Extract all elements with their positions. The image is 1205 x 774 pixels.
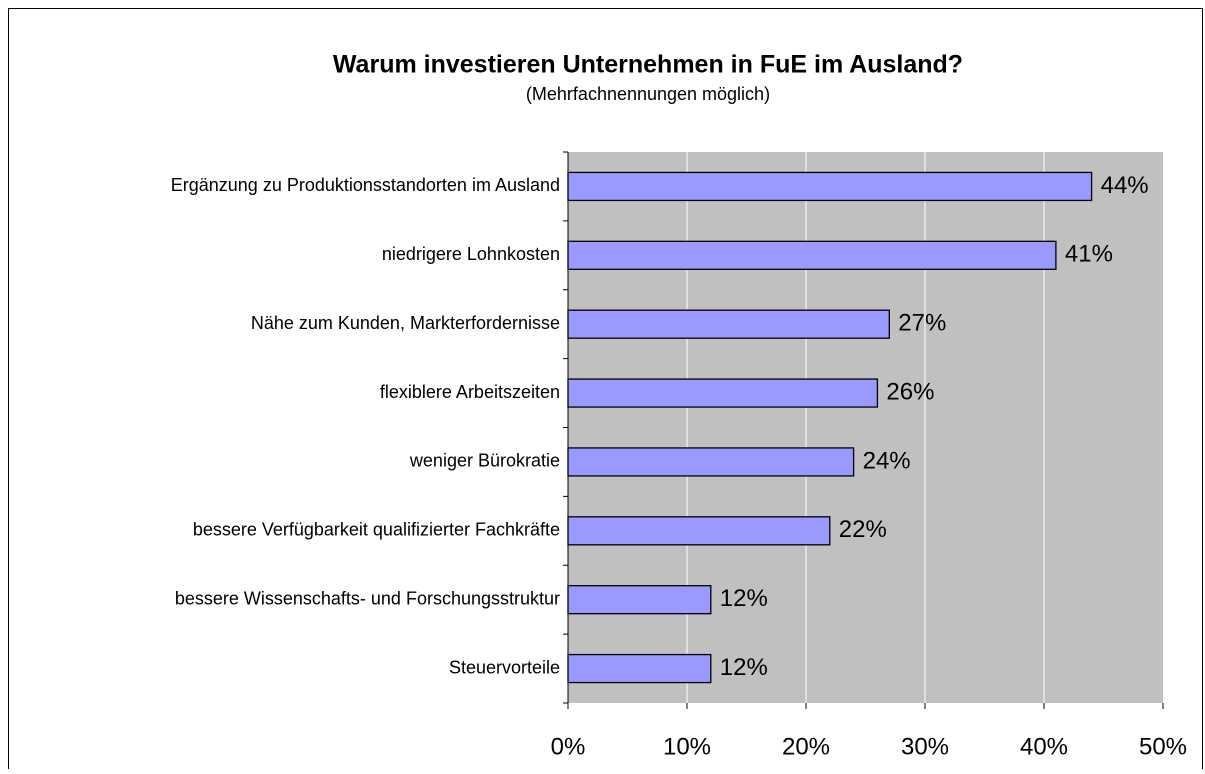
bar	[567, 378, 879, 408]
chart-title: Warum investieren Unternehmen in FuE im …	[333, 51, 963, 79]
x-tick-label: 40%	[1020, 733, 1068, 760]
bar	[567, 240, 1057, 270]
bar	[567, 447, 855, 477]
bar	[567, 516, 831, 546]
data-label: 41%	[1065, 241, 1113, 268]
y-tick-label: bessere Wissenschafts- und Forschungsstr…	[175, 588, 560, 608]
x-tick-label: 10%	[663, 733, 711, 760]
data-label: 22%	[839, 516, 887, 543]
y-tick-label: bessere Verfügbarkeit qualifizierter Fac…	[193, 520, 560, 540]
data-label: 24%	[863, 447, 911, 474]
bar	[567, 585, 712, 615]
chart-frame	[8, 8, 1203, 774]
data-label: 26%	[886, 378, 934, 405]
y-tick-label: Nähe zum Kunden, Markterfordernisse	[251, 313, 560, 333]
y-tick-label: weniger Bürokratie	[409, 451, 560, 471]
data-label: 27%	[898, 310, 946, 337]
y-tick-label: flexiblere Arbeitszeiten	[380, 382, 560, 402]
data-label: 44%	[1101, 172, 1149, 199]
y-tick-label: niedrigere Lohnkosten	[382, 244, 560, 264]
bar	[567, 171, 1093, 202]
data-label: 12%	[720, 585, 768, 612]
x-tick-label: 30%	[901, 733, 949, 760]
chart-subtitle: (Mehrfachnennungen möglich)	[526, 84, 770, 104]
data-label: 12%	[720, 654, 768, 681]
plot-area	[568, 152, 1163, 703]
x-tick-label: 50%	[1139, 733, 1187, 760]
bar	[567, 309, 890, 339]
x-tick-label: 0%	[551, 733, 586, 760]
y-tick-label: Ergänzung zu Produktionsstandorten im Au…	[171, 175, 560, 195]
y-tick-label: Steuervorteile	[449, 657, 560, 677]
x-tick-label: 20%	[782, 733, 830, 760]
bar	[567, 653, 712, 684]
